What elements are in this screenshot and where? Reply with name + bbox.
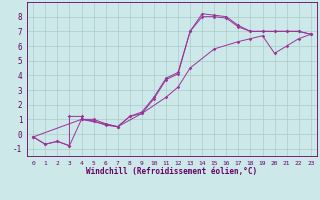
X-axis label: Windchill (Refroidissement éolien,°C): Windchill (Refroidissement éolien,°C) — [86, 167, 258, 176]
